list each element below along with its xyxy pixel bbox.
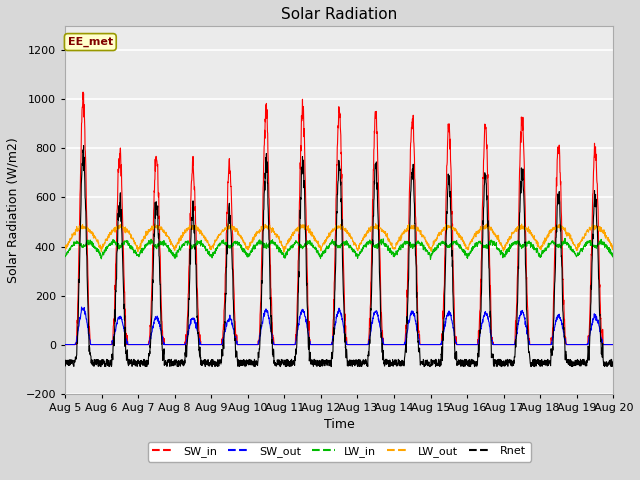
LW_out	[561, 225, 569, 231]
LW_out	[372, 221, 380, 227]
Rnet	[367, 307, 375, 313]
SW_in	[355, 342, 363, 348]
LW_out	[367, 224, 375, 229]
SW_in	[561, 336, 569, 342]
LW_out	[609, 247, 617, 252]
SW_out	[561, 337, 569, 343]
SW_out	[367, 328, 375, 334]
LW_in	[609, 252, 617, 258]
SW_out	[61, 342, 69, 348]
LW_in	[561, 236, 569, 241]
Line: SW_in: SW_in	[65, 92, 613, 345]
Rnet	[355, 363, 363, 369]
LW_in	[355, 253, 363, 259]
SW_out	[609, 342, 617, 348]
LW_out	[214, 233, 221, 239]
Y-axis label: Solar Radiation (W/m2): Solar Radiation (W/m2)	[7, 137, 20, 283]
SW_in	[61, 342, 69, 348]
LW_out	[577, 240, 584, 245]
Line: Rnet: Rnet	[65, 145, 613, 367]
SW_in	[79, 89, 87, 95]
Legend: SW_in, SW_out, LW_in, LW_out, Rnet: SW_in, SW_out, LW_in, LW_out, Rnet	[148, 442, 531, 462]
SW_in	[367, 278, 375, 284]
Line: SW_out: SW_out	[65, 307, 613, 345]
LW_out	[499, 246, 507, 252]
SW_out	[77, 304, 85, 310]
SW_in	[214, 342, 222, 348]
Rnet	[499, 363, 507, 369]
LW_in	[499, 250, 506, 256]
X-axis label: Time: Time	[324, 418, 355, 431]
Rnet	[561, 357, 569, 363]
Line: LW_in: LW_in	[65, 239, 613, 260]
Text: EE_met: EE_met	[68, 37, 113, 47]
Rnet	[577, 357, 584, 362]
SW_out	[499, 342, 506, 348]
Rnet	[61, 362, 69, 368]
LW_in	[577, 248, 584, 253]
Rnet	[471, 364, 479, 370]
LW_in	[214, 244, 221, 250]
Line: LW_out: LW_out	[65, 224, 613, 252]
Title: Solar Radiation: Solar Radiation	[281, 7, 397, 22]
Rnet	[80, 143, 88, 148]
SW_out	[214, 342, 222, 348]
SW_in	[609, 342, 617, 348]
LW_in	[367, 240, 374, 246]
SW_out	[577, 342, 584, 348]
SW_in	[577, 342, 584, 348]
LW_in	[61, 253, 69, 259]
LW_out	[355, 246, 363, 252]
LW_in	[427, 257, 435, 263]
LW_out	[280, 249, 288, 255]
LW_out	[61, 246, 69, 252]
SW_out	[355, 342, 363, 348]
Rnet	[609, 357, 617, 363]
LW_in	[561, 236, 569, 241]
SW_in	[499, 342, 506, 348]
Rnet	[214, 363, 222, 369]
